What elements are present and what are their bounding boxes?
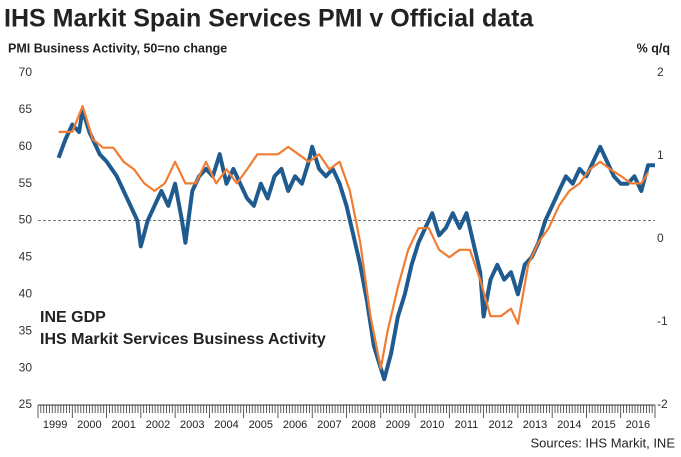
y-tick-label: 65 xyxy=(19,102,33,116)
x-tick-label: 2013 xyxy=(523,419,547,431)
x-tick-label: 2009 xyxy=(386,419,410,431)
y2-tick-label: 0 xyxy=(657,231,664,245)
legend-label: INE GDP xyxy=(40,309,106,326)
y-tick-label: 45 xyxy=(19,250,33,264)
y-tick-label: 35 xyxy=(19,323,33,337)
x-tick-label: 2007 xyxy=(317,419,341,431)
x-tick-label: 1999 xyxy=(43,419,67,431)
y-tick-label: 50 xyxy=(19,213,33,227)
x-tick-label: 2006 xyxy=(283,419,307,431)
chart-title: IHS Markit Spain Services PMI v Official… xyxy=(4,5,534,33)
y-tick-label: 30 xyxy=(19,360,33,374)
x-tick-label: 2003 xyxy=(180,419,204,431)
y2-axis-label: % q/q xyxy=(637,41,670,55)
x-tick-label: 2012 xyxy=(489,419,513,431)
legend-label: IHS Markit Services Business Activity xyxy=(40,331,326,348)
x-tick-label: 2000 xyxy=(77,419,101,431)
source: Sources: IHS Markit, INE xyxy=(531,435,676,450)
y2-tick-label: 1 xyxy=(657,148,664,162)
y2-tick-label: -2 xyxy=(657,397,668,411)
y-tick-label: 40 xyxy=(19,287,33,301)
series-line xyxy=(56,107,655,382)
y2-tick-label: 2 xyxy=(657,65,664,79)
x-tick-label: 2010 xyxy=(420,419,444,431)
x-tick-label: 2008 xyxy=(351,419,375,431)
x-tick-label: 2005 xyxy=(249,419,273,431)
y2-tick-label: -1 xyxy=(657,314,668,328)
x-tick-label: 2001 xyxy=(111,419,135,431)
y-axis-label: PMI Business Activity, 50=no change xyxy=(8,41,227,55)
x-tick-label: 2016 xyxy=(626,419,650,431)
y-tick-label: 60 xyxy=(19,139,33,153)
x-tick-label: 2011 xyxy=(455,419,479,431)
series-line xyxy=(58,105,650,370)
x-tick-label: 2004 xyxy=(214,419,238,431)
y-tick-label: 25 xyxy=(19,397,33,411)
x-tick-label: 2014 xyxy=(557,419,581,431)
y-tick-label: 55 xyxy=(19,176,33,190)
y-tick-label: 70 xyxy=(19,65,33,79)
x-tick-label: 2015 xyxy=(591,419,615,431)
x-tick-label: 2002 xyxy=(146,419,170,431)
